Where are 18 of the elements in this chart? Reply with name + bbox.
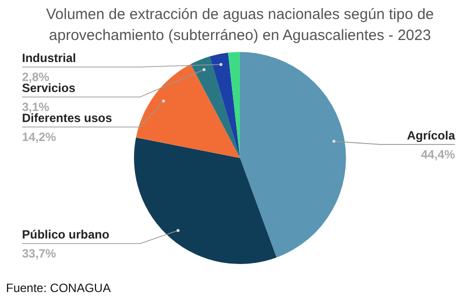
- pie-slice: [210, 52, 240, 158]
- data-label: 44,4%: [420, 147, 456, 162]
- source-note: Fuente: CONAGUA: [6, 281, 111, 295]
- pie-slice: [228, 52, 240, 158]
- pie-slice: [134, 137, 277, 264]
- data-label: 33,7%: [22, 246, 56, 261]
- pie-slice: [240, 52, 346, 258]
- slice-label: Servicios: [22, 81, 76, 95]
- chart-title: Volumen de extracción de aguas nacionales según tipo de aprovechamiento (subterráneo) en Aguascalientes - 2023: [46, 6, 434, 44]
- slice-label: Diferentes usos: [22, 111, 112, 125]
- slice-label: Agrícola: [406, 128, 456, 142]
- slice-label: Público urbano: [22, 228, 110, 242]
- data-label: 14,2%: [22, 130, 56, 144]
- data-label: 2,8%: [22, 70, 50, 84]
- data-label: 3,1%: [22, 100, 50, 114]
- slice-label: Industrial: [22, 51, 76, 65]
- pie-slice: [190, 56, 240, 158]
- pie-slice: [136, 64, 240, 158]
